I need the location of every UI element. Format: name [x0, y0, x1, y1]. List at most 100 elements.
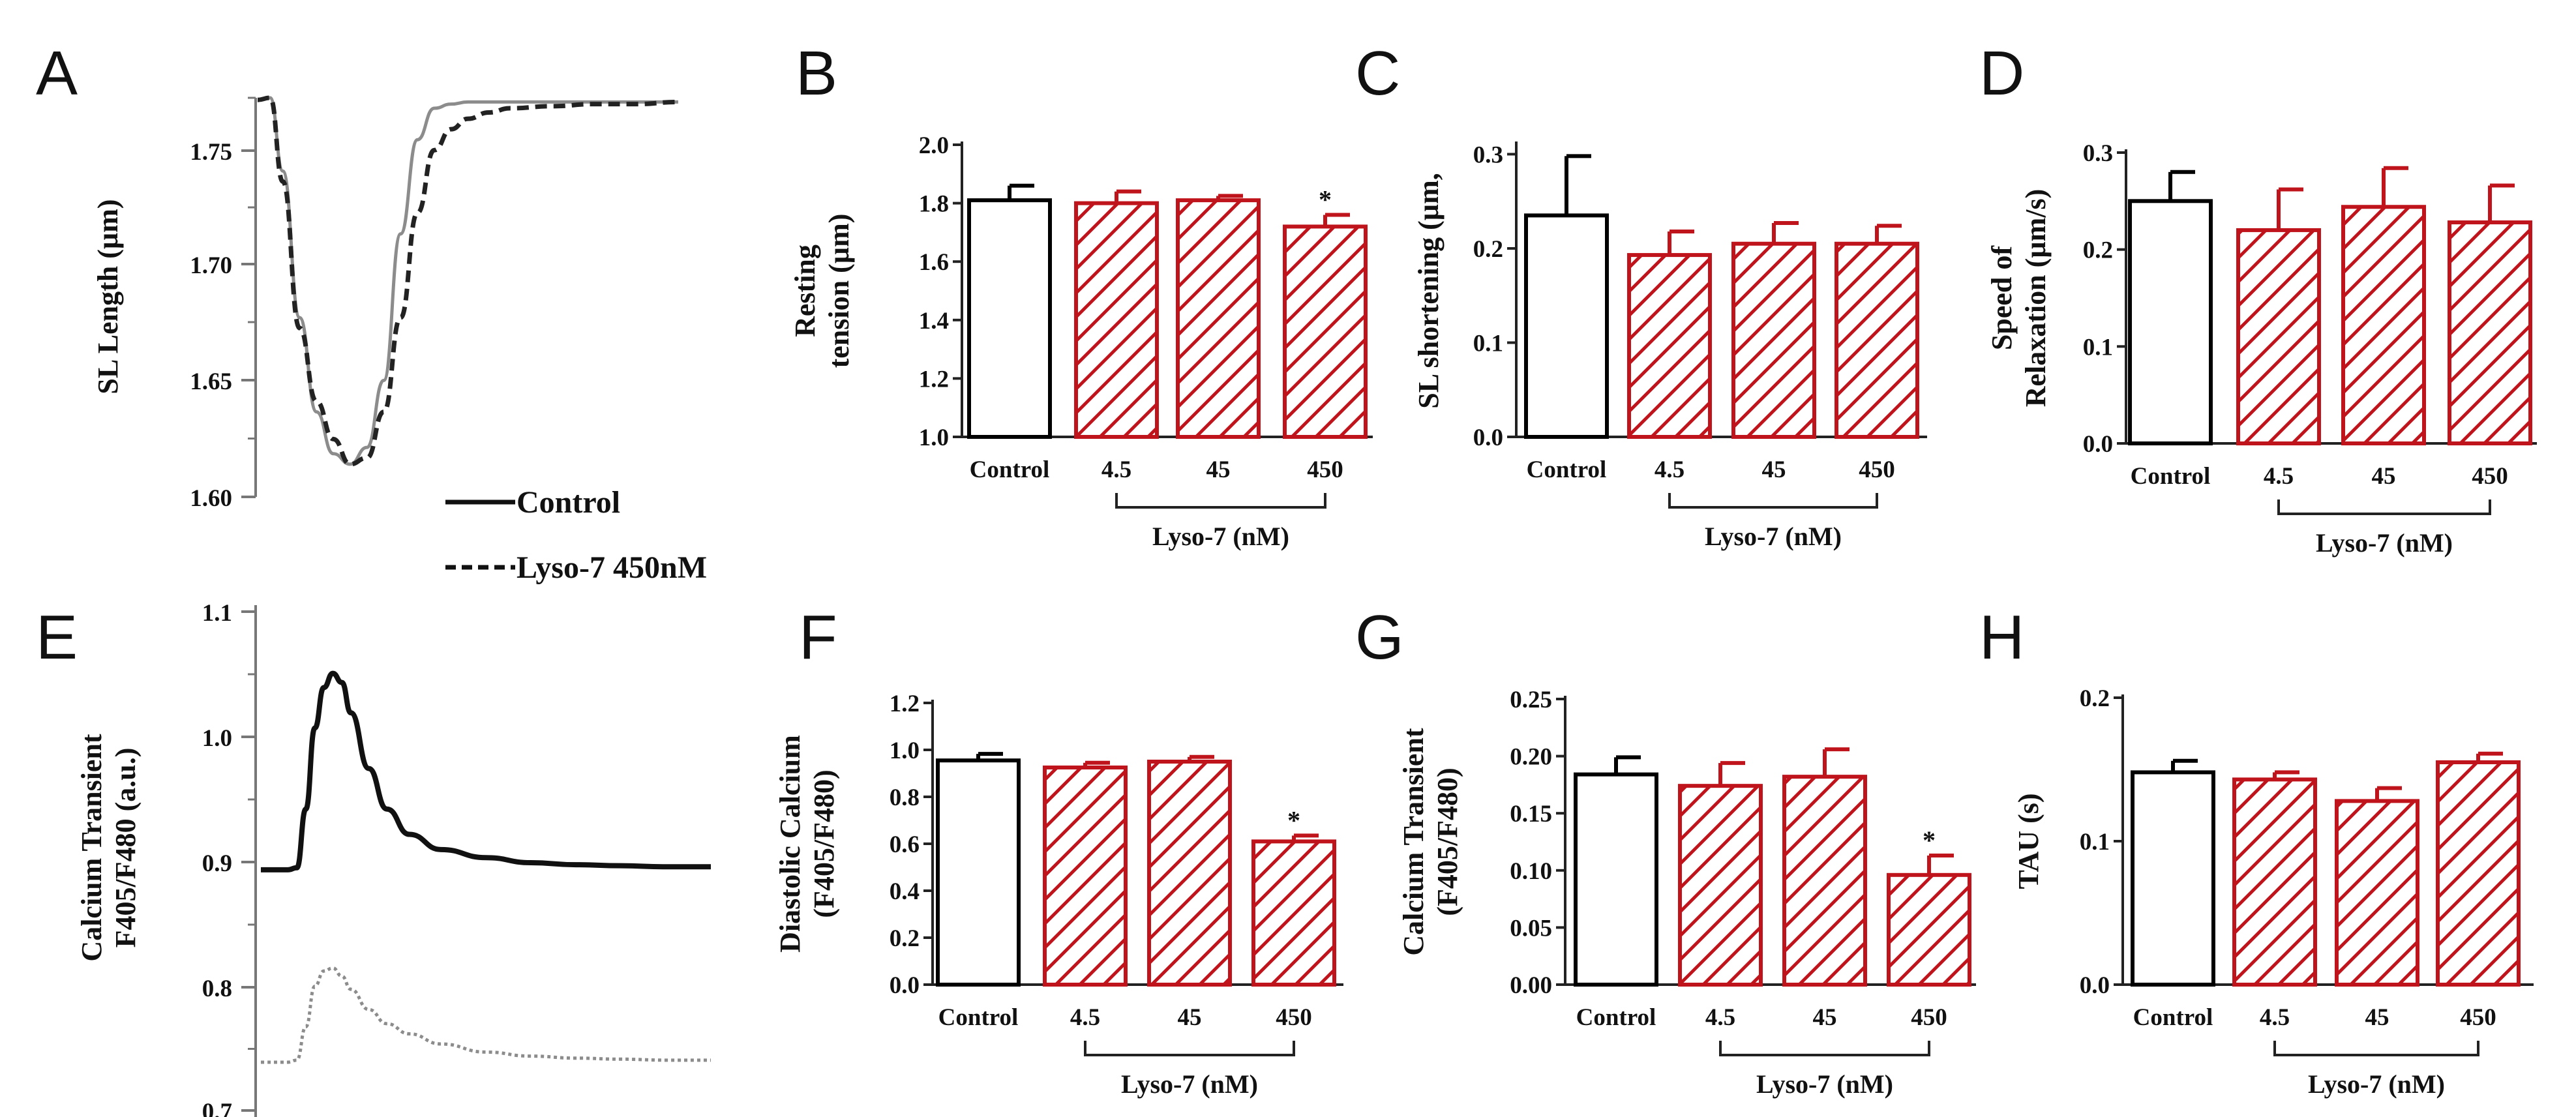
significance-marker: *: [1319, 185, 1332, 215]
y-tick-label: 1.4: [919, 308, 949, 335]
panel-label-e: E: [36, 603, 78, 672]
x-tick-label: 4.5: [1101, 456, 1131, 483]
x-tick-label: 4.5: [2264, 463, 2294, 490]
bar-control: [2128, 199, 2213, 445]
x-tick-label: 4.5: [1655, 456, 1685, 483]
group-label: Lyso-7 (nM): [2308, 1069, 2445, 1099]
y-tick-label: 0.1: [2080, 829, 2110, 856]
panel-label-c: C: [1355, 38, 1400, 108]
y-tick-label: 0.25: [1510, 687, 1552, 713]
bar-4.5: [1627, 253, 1712, 439]
y-tick-label: 0.2: [2080, 685, 2110, 712]
group-bracket: [1719, 1041, 1930, 1056]
y-tick-label: 0.1: [2083, 334, 2113, 361]
bar-45: [1782, 775, 1867, 987]
x-tick-label: Control: [938, 1004, 1019, 1031]
x-tick-label: Control: [2131, 463, 2211, 490]
panel-c: C SL shortening (µm, 0.0 0.1 0.2 0.3 Control 4.…: [1355, 38, 1927, 551]
x-tick-label: 450: [1911, 1004, 1947, 1031]
y-axis-label: Calcium Transient: [1398, 728, 1430, 956]
x-tick-label: 45: [1813, 1004, 1837, 1031]
y-axis-label: Speed of: [1986, 245, 2018, 350]
y-axis-label: TAU (s): [2013, 793, 2044, 889]
panel-a: A 1.75 1.70 1.65 1.60 SL Length (µm): [36, 38, 679, 512]
x-tick-label: Control: [2133, 1004, 2213, 1031]
y-tick-label: 1.75: [190, 139, 232, 166]
group-bracket: [1668, 493, 1878, 509]
x-tick-label: 45: [2365, 1004, 2389, 1031]
bar-45: [2335, 799, 2419, 987]
legend: Control Lyso-7 450nM: [445, 485, 707, 585]
y-tick-label: 0.0: [1473, 424, 1503, 451]
panel-label-g: G: [1355, 603, 1404, 672]
x-tick-label: 450: [2472, 463, 2508, 490]
y-axis-label: tension (µm): [823, 214, 855, 368]
bar-45: [2341, 205, 2426, 445]
legend-label-lyso: Lyso-7 450nM: [517, 550, 707, 585]
x-tick-label: 45: [1206, 456, 1231, 483]
y-tick-label: 1.1: [202, 600, 232, 627]
group-bracket: [2273, 1041, 2479, 1056]
panel-label-h: H: [1979, 603, 2024, 672]
x-tick-label: 45: [2372, 463, 2396, 490]
bar-45: [1731, 241, 1816, 439]
y-tick-label: 0.8: [202, 976, 232, 1002]
y-axis-label: SL Length (µm): [92, 199, 124, 394]
bar-4.5: [1074, 201, 1159, 439]
group-label: Lyso-7 (nM): [2316, 528, 2453, 558]
y-tick-label: 0.4: [890, 878, 920, 905]
y-axis-label: F405/F480 (a.u.): [110, 748, 142, 948]
y-tick-label: 0.0: [890, 972, 920, 999]
bar-450: [1283, 224, 1368, 439]
bar-control: [2131, 770, 2215, 987]
y-tick-label: 1.60: [190, 485, 232, 512]
y-tick-label: 0.3: [1473, 141, 1503, 168]
bar-control: [936, 758, 1021, 987]
x-tick-label: 450: [1859, 456, 1895, 483]
significance-marker: *: [1287, 805, 1300, 835]
y-tick-label: 0.3: [2083, 140, 2113, 167]
y-tick-label: 1.2: [919, 366, 949, 393]
x-tick-label: Control: [1527, 456, 1607, 483]
bar-450: [1251, 839, 1336, 987]
group-label: Lyso-7 (nM): [1756, 1069, 1893, 1099]
y-tick-label: 0.2: [890, 925, 920, 952]
y-tick-label: 0.6: [890, 831, 920, 858]
y-tick-label: 1.65: [190, 368, 232, 395]
group-label: Lyso-7 (nM): [1121, 1069, 1258, 1099]
legend-label-control: Control: [517, 485, 620, 520]
group-bracket: [2277, 499, 2491, 515]
y-tick-label: 0.05: [1510, 915, 1552, 942]
y-axis-label: (F405/F480): [808, 769, 840, 917]
y-tick-label: 0.9: [202, 850, 232, 877]
trace-lyso-7-450nm: [257, 95, 679, 467]
y-axis-label: Calcium Transient: [76, 734, 108, 962]
y-tick-label: 1.70: [190, 252, 232, 279]
y-axis-label: Relaxation (µm/s): [2020, 189, 2052, 408]
y-tick-label: 0.20: [1510, 744, 1552, 771]
y-tick-label: 0.2: [1473, 236, 1503, 263]
panel-f: F Diastolic Calcium (F405/F480) 0.0 0.2 0.4 0.…: [774, 603, 1343, 1099]
x-tick-label: 450: [2460, 1004, 2496, 1031]
y-tick-label: 2.0: [919, 132, 949, 159]
trace-control: [261, 670, 711, 872]
group-bracket: [1084, 1041, 1295, 1056]
y-tick-label: 0.1: [1473, 330, 1503, 357]
y-tick-label: 0.0: [2080, 972, 2110, 999]
bar-control: [1574, 772, 1658, 987]
bar-450: [1835, 241, 1919, 439]
x-tick-label: Control: [970, 456, 1050, 483]
x-tick-label: 450: [1307, 456, 1343, 483]
panel-d: D Speed of Relaxation (µm/s) 0.0 0.1 0.2 0.3 Co…: [1979, 38, 2537, 558]
panel-h: H TAU (s) 0.0 0.1 0.2 Control 4.5 45 450 Lyso-7 (…: [1979, 603, 2534, 1099]
panel-g: G Calcium Transient (F405/F480) 0.00 0.05 0.1…: [1355, 603, 1976, 1099]
y-tick-label: 0.8: [890, 784, 920, 811]
x-tick-label: 45: [1762, 456, 1786, 483]
group-label: Lyso-7 (nM): [1152, 522, 1289, 551]
y-tick-label: 1.8: [919, 191, 949, 218]
y-tick-label: 0.7: [202, 1099, 232, 1117]
bar-4.5: [2236, 228, 2321, 445]
bar-45: [1147, 760, 1232, 987]
x-tick-label: 4.5: [2260, 1004, 2290, 1031]
